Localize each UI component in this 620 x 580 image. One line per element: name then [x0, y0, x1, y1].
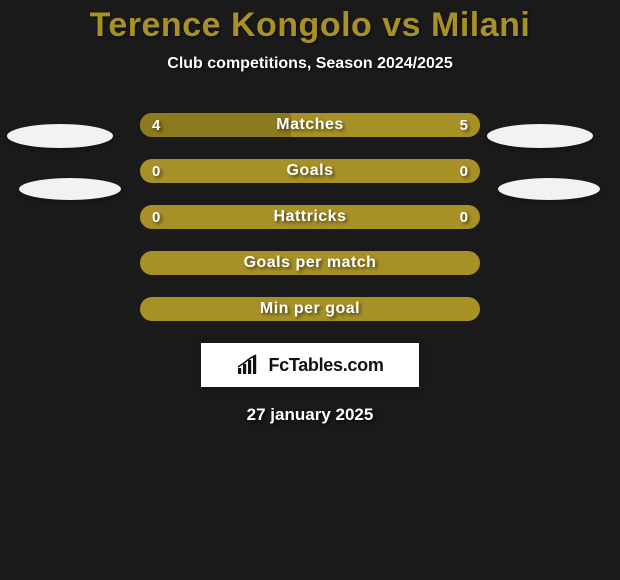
stat-row: Hattricks0 0	[0, 205, 620, 229]
page-title: Terence Kongolo vs Milani	[90, 6, 531, 45]
content-root: Terence Kongolo vs Milani Club competiti…	[0, 0, 620, 580]
logo-text: FcTables.com	[268, 355, 383, 376]
stat-value-left: 0	[152, 159, 160, 183]
stat-value-right: 0	[460, 205, 468, 229]
side-ellipse	[498, 178, 600, 200]
side-ellipse	[487, 124, 593, 148]
stat-label: Hattricks	[140, 205, 480, 229]
date-text: 27 january 2025	[247, 405, 374, 425]
stat-bar: Goals per match	[140, 251, 480, 275]
side-ellipse	[7, 124, 113, 148]
subtitle: Club competitions, Season 2024/2025	[167, 55, 452, 73]
stat-value-left: 4	[152, 113, 160, 137]
stat-row: Min per goal	[0, 297, 620, 321]
stat-bar: Hattricks0 0	[140, 205, 480, 229]
bar-chart-icon	[236, 354, 262, 376]
stat-label: Matches	[140, 113, 480, 137]
side-ellipse	[19, 178, 121, 200]
stat-label: Goals	[140, 159, 480, 183]
stat-label: Min per goal	[140, 297, 480, 321]
stat-bar: Goals0 0	[140, 159, 480, 183]
stat-bar: Min per goal	[140, 297, 480, 321]
stat-label: Goals per match	[140, 251, 480, 275]
logo-box: FcTables.com	[201, 343, 419, 387]
stat-bar: Matches4 5	[140, 113, 480, 137]
stat-value-left: 0	[152, 205, 160, 229]
stat-row: Goals per match	[0, 251, 620, 275]
stat-value-right: 5	[460, 113, 468, 137]
stat-value-right: 0	[460, 159, 468, 183]
